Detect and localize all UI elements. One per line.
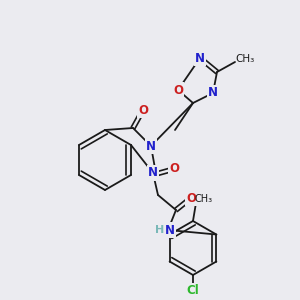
- Text: O: O: [186, 191, 196, 205]
- Text: H: H: [155, 225, 165, 235]
- Text: N: N: [195, 52, 205, 64]
- Text: O: O: [169, 163, 179, 176]
- Text: N: N: [208, 86, 218, 100]
- Text: N: N: [146, 140, 156, 152]
- Text: O: O: [173, 83, 183, 97]
- Text: CH₃: CH₃: [195, 194, 213, 204]
- Text: CH₃: CH₃: [236, 54, 255, 64]
- Text: O: O: [138, 103, 148, 116]
- Text: Cl: Cl: [187, 284, 200, 298]
- Text: N: N: [148, 167, 158, 179]
- Text: N: N: [165, 224, 175, 236]
